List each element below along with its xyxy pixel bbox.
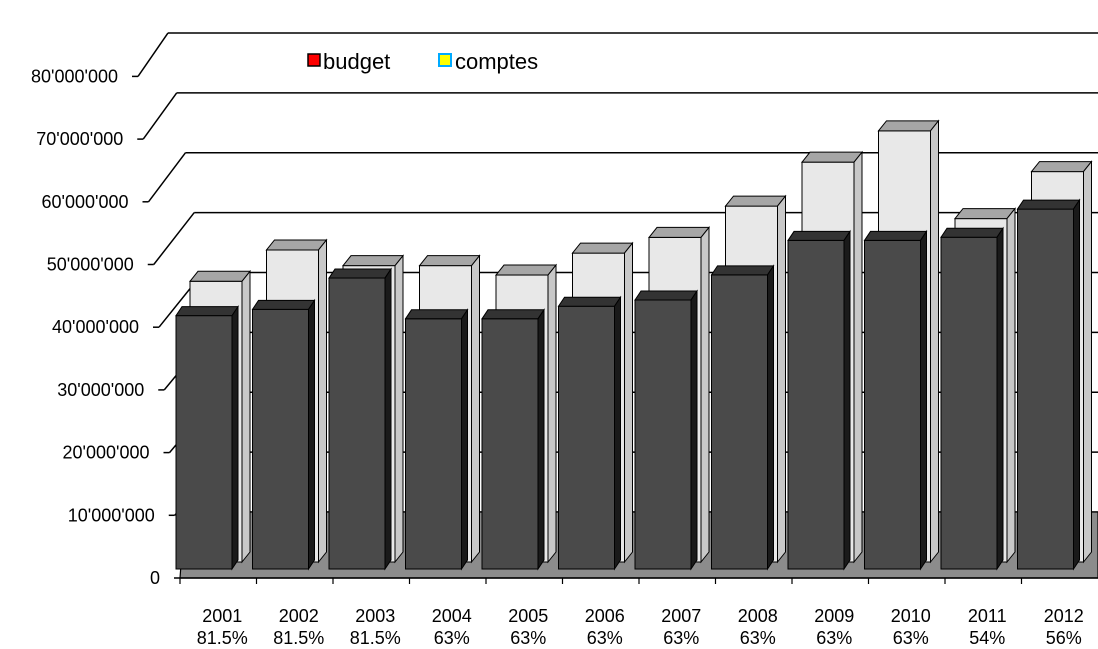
x-category-sublabel: 56% (1046, 628, 1082, 648)
bar-budget-2010 (863, 229, 928, 571)
legend-swatch-budget (307, 53, 321, 67)
x-category-label: 2002 (279, 606, 319, 626)
x-category-label: 2007 (661, 606, 701, 626)
gridline (142, 92, 1098, 140)
x-category-label: 2004 (432, 606, 472, 626)
gridline (153, 211, 1098, 265)
x-category-sublabel: 63% (434, 628, 470, 648)
bar-budget-2012 (1016, 198, 1081, 571)
x-category-label: 2012 (1044, 606, 1084, 626)
x-category-sublabel: 81.5% (197, 628, 248, 648)
bar-budget-2002 (251, 298, 316, 571)
x-category-label: 2008 (738, 606, 778, 626)
bars (175, 119, 1093, 571)
x-category-label: 2010 (891, 606, 931, 626)
x-category-sublabel: 63% (663, 628, 699, 648)
y-tick-label: 50'000'000 (47, 255, 134, 275)
x-axis: 200181.5%200281.5%200381.5%200463%200563… (179, 577, 1098, 648)
x-category-sublabel: 81.5% (273, 628, 324, 648)
legend-swatch-comptes (438, 53, 452, 67)
y-axis: 0 10'000'000 20'000'000 30'000'000 40'000'00… (31, 66, 180, 588)
bar-budget-2004 (404, 308, 469, 571)
x-category-sublabel: 63% (740, 628, 776, 648)
x-category-label: 2006 (585, 606, 625, 626)
bar-budget-2008 (710, 264, 775, 571)
y-tick-label: 70'000'000 (36, 129, 123, 149)
x-category-sublabel: 81.5% (350, 628, 401, 648)
bar-budget-2001 (175, 305, 239, 571)
x-category-label: 2001 (202, 606, 242, 626)
x-category-label: 2003 (355, 606, 395, 626)
x-category-sublabel: 54% (969, 628, 1005, 648)
gridline (147, 151, 1098, 203)
bar-budget-2003 (328, 267, 392, 571)
y-tick-label: 40'000'000 (52, 317, 139, 337)
bar-budget-2007 (634, 289, 698, 571)
legend-label-comptes: comptes (455, 49, 538, 74)
y-tick-label: 20'000'000 (63, 443, 150, 463)
bar-budget-2011 (940, 226, 1004, 571)
x-category-sublabel: 63% (587, 628, 623, 648)
legend-label-budget: budget (323, 49, 390, 74)
x-category-sublabel: 63% (893, 628, 929, 648)
x-category-label: 2009 (814, 606, 854, 626)
bar-budget-2005 (481, 308, 545, 571)
y-tick-label: 0 (150, 568, 160, 588)
x-category-sublabel: 63% (510, 628, 546, 648)
y-tick-label: 60'000'000 (42, 192, 129, 212)
y-tick-label: 10'000'000 (68, 505, 155, 525)
legend: budget comptes (307, 49, 538, 74)
bar-budget-2006 (557, 295, 622, 571)
bar-budget-2009 (787, 229, 851, 571)
x-category-label: 2005 (508, 606, 548, 626)
x-category-sublabel: 63% (816, 628, 852, 648)
y-tick-label: 30'000'000 (57, 380, 144, 400)
y-tick-label: 80'000'000 (31, 66, 118, 86)
x-category-label: 2011 (968, 606, 1007, 626)
gridline (137, 32, 1098, 77)
